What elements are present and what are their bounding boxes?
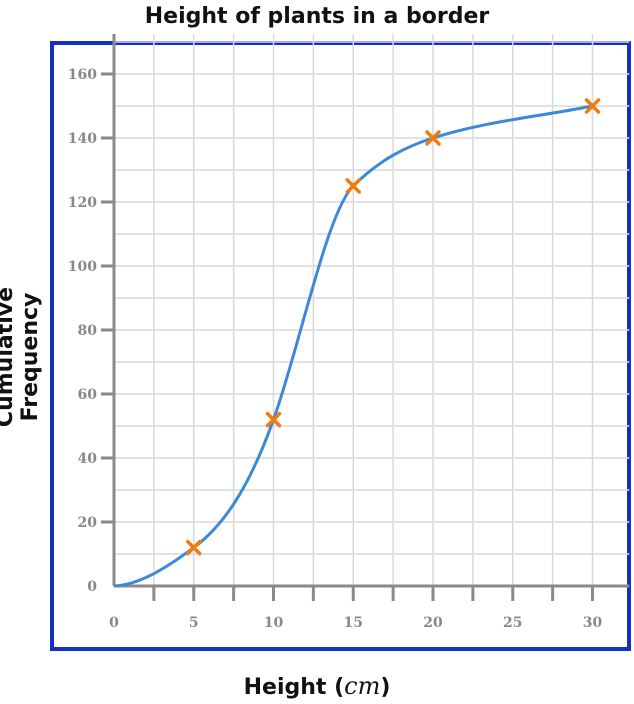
y-tick-label: 140 [68,131,97,147]
x-tick-label: 0 [109,615,119,631]
data-point-marker [584,98,601,114]
marker-stroke [345,178,361,194]
x-axis-label: Height (cm) [0,672,634,700]
chart-title: Height of plants in a border [144,4,490,29]
y-tick-label: 20 [78,515,98,531]
x-tick-label: 10 [264,615,284,631]
x-axis-unit: cm [344,672,381,700]
x-tick-label: 20 [423,615,443,631]
tick-labels: 0 20 40 60 80 100 120 140 160 0 5 10 15 20 25 30 [68,67,603,631]
y-tick-label: 80 [78,323,98,339]
marker-stroke [265,411,282,428]
y-tick-label: 100 [68,259,97,275]
data-point-marker [265,411,282,428]
data-markers [186,98,601,556]
data-point-marker [186,539,202,556]
x-axis-label-text: Height ( [243,675,345,700]
marker-stroke [186,539,202,556]
tick-marks [101,72,594,601]
x-tick-label: 30 [583,615,603,631]
grid-lines [114,34,630,586]
marker-stroke [425,130,441,146]
data-point-marker [425,130,441,146]
y-tick-label: 160 [68,67,97,83]
y-tick-label: 40 [78,451,98,467]
x-tick-label: 25 [503,615,522,631]
axes [112,34,630,588]
y-tick-label: 60 [78,387,98,403]
data-point-marker [345,178,361,194]
y-tick-label: 0 [87,579,97,595]
x-tick-label: 5 [189,615,199,631]
x-axis-label-close: ) [380,675,391,700]
y-tick-label: 120 [68,195,97,211]
marker-stroke [584,98,601,114]
plot-frame [50,41,631,651]
x-tick-label: 15 [344,615,363,631]
